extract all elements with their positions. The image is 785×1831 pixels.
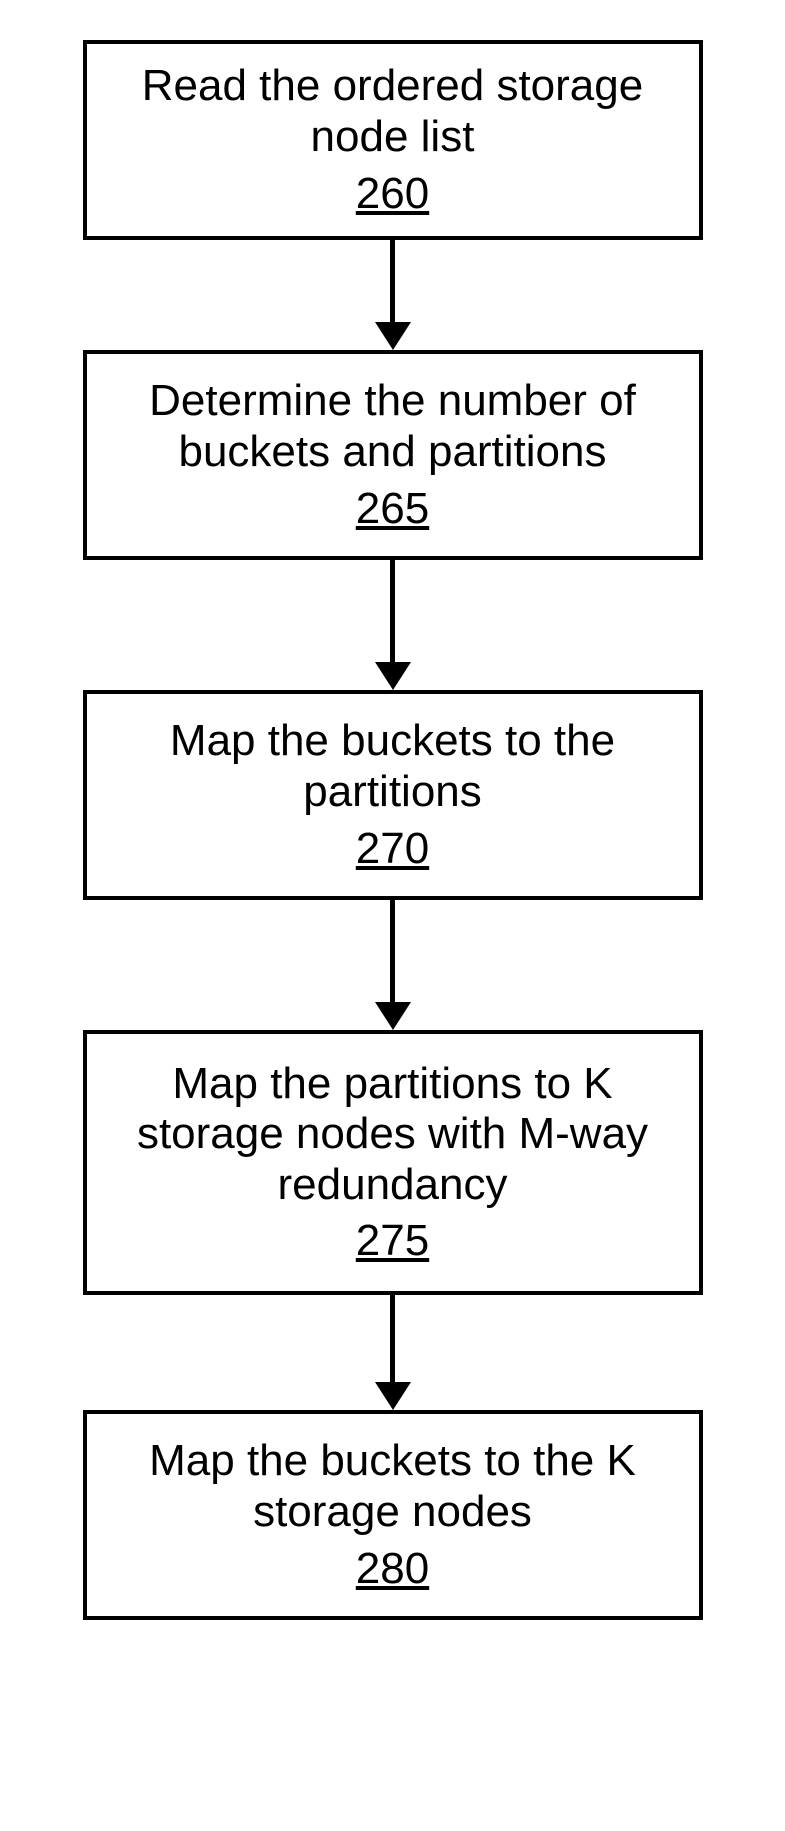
arrow-head-icon	[375, 322, 411, 350]
flow-node-280: Map the buckets to the K storage nodes 2…	[83, 1410, 703, 1620]
flow-node-text: Read the ordered storage node list	[105, 61, 681, 162]
flow-arrow-275-280	[375, 1295, 411, 1410]
arrow-head-icon	[375, 1382, 411, 1410]
flow-node-270: Map the buckets to the partitions 270	[83, 690, 703, 900]
flow-node-265: Determine the number of buckets and part…	[83, 350, 703, 560]
flow-arrow-265-270	[375, 560, 411, 690]
flow-node-text: Map the buckets to the partitions	[105, 716, 681, 817]
arrow-line	[390, 900, 395, 1002]
arrow-line	[390, 240, 395, 322]
flow-node-text: Map the partitions to K storage nodes wi…	[105, 1059, 681, 1211]
flow-node-275: Map the partitions to K storage nodes wi…	[83, 1030, 703, 1295]
flow-node-ref: 260	[105, 169, 681, 219]
arrow-line	[390, 1295, 395, 1382]
arrow-head-icon	[375, 662, 411, 690]
flow-arrow-270-275	[375, 900, 411, 1030]
flow-node-260: Read the ordered storage node list 260	[83, 40, 703, 240]
flow-node-ref: 280	[105, 1544, 681, 1594]
flow-arrow-260-265	[375, 240, 411, 350]
arrow-head-icon	[375, 1002, 411, 1030]
flow-node-text: Map the buckets to the K storage nodes	[105, 1436, 681, 1537]
flow-node-ref: 265	[105, 484, 681, 534]
flowchart-container: Read the ordered storage node list 260 D…	[83, 40, 703, 1620]
flow-node-text: Determine the number of buckets and part…	[105, 376, 681, 477]
flow-node-ref: 270	[105, 824, 681, 874]
arrow-line	[390, 560, 395, 662]
flow-node-ref: 275	[105, 1216, 681, 1266]
